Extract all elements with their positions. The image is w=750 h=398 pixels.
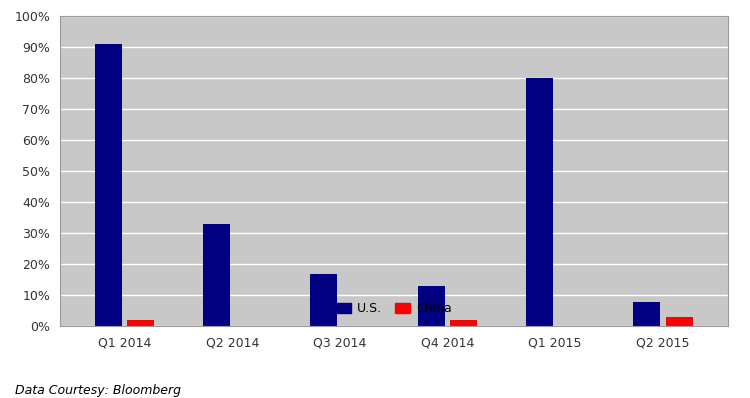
- Bar: [665, 317, 692, 326]
- Bar: [128, 320, 154, 326]
- Bar: [450, 320, 477, 326]
- Bar: [633, 302, 660, 326]
- Legend: U.S., China: U.S., China: [331, 297, 457, 320]
- Bar: [95, 44, 122, 326]
- Bar: [418, 286, 445, 326]
- Bar: [526, 78, 553, 326]
- Text: Data Courtesy: Bloomberg: Data Courtesy: Bloomberg: [15, 384, 181, 397]
- Bar: [202, 224, 229, 326]
- Bar: [310, 273, 338, 326]
